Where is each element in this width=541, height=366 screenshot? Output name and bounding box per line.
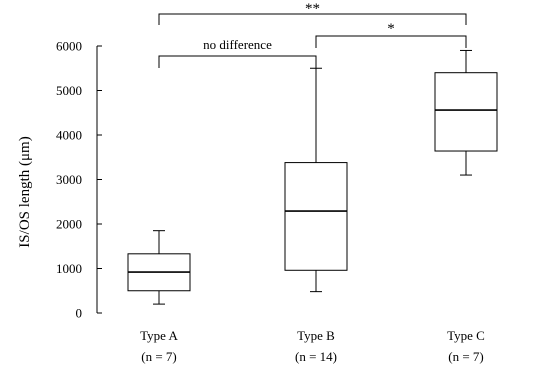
category-label: Type B <box>297 328 335 343</box>
bracket-label: * <box>387 21 395 37</box>
sample-size-label: (n = 7) <box>141 349 177 364</box>
bracket-label: ** <box>305 1 320 17</box>
category-labels: Type A (n = 7) Type B (n = 14) Type C (n = 7) <box>140 328 485 364</box>
box-2 <box>284 67 348 293</box>
comparison-bracket-1: no difference <box>158 37 317 68</box>
y-tick-label: 2000 <box>56 217 82 232</box>
iqr-box <box>434 72 498 152</box>
sample-size-label: (n = 7) <box>448 349 484 364</box>
iqr-box <box>284 162 348 271</box>
bracket-line <box>315 35 467 48</box>
box-1 <box>127 230 191 305</box>
y-tick-label: 0 <box>76 306 83 321</box>
y-tick-label: 3000 <box>56 172 82 187</box>
y-tick-label: 4000 <box>56 128 82 143</box>
y-tick-label: 1000 <box>56 261 82 276</box>
comparison-bracket-3: ** <box>158 1 467 25</box>
y-ticks: 0 1000 2000 3000 4000 5000 6000 <box>56 39 102 321</box>
bracket-label: no difference <box>203 37 272 52</box>
y-tick-label: 6000 <box>56 39 82 54</box>
significance-brackets: no difference*** <box>158 1 467 68</box>
category-label: Type C <box>447 328 485 343</box>
box-3 <box>434 49 498 176</box>
boxes <box>127 49 498 305</box>
bracket-line <box>158 13 467 25</box>
sample-size-label: (n = 14) <box>295 349 337 364</box>
y-axis: 0 1000 2000 3000 4000 5000 6000 <box>56 39 102 321</box>
y-tick-label: 5000 <box>56 83 82 98</box>
bracket-line <box>158 55 317 68</box>
category-label: Type A <box>140 328 178 343</box>
comparison-bracket-2: * <box>315 21 467 48</box>
y-axis-label: IS/OS length (μm) <box>17 136 33 247</box>
